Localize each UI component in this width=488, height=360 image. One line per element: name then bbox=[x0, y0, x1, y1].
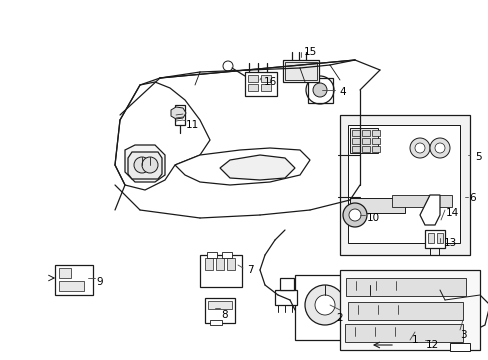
Text: 14: 14 bbox=[445, 208, 458, 218]
Bar bbox=[209, 320, 222, 325]
Bar bbox=[371, 130, 379, 136]
Polygon shape bbox=[125, 145, 164, 182]
Bar bbox=[216, 258, 224, 270]
Circle shape bbox=[305, 76, 333, 104]
Bar bbox=[349, 128, 377, 153]
Bar bbox=[427, 233, 433, 243]
Bar bbox=[261, 75, 270, 82]
Text: 15: 15 bbox=[303, 47, 316, 57]
Polygon shape bbox=[429, 290, 488, 335]
Bar bbox=[222, 252, 231, 258]
Text: 8: 8 bbox=[221, 310, 228, 320]
Bar bbox=[285, 62, 316, 80]
Polygon shape bbox=[128, 152, 162, 179]
Bar bbox=[347, 125, 459, 243]
Circle shape bbox=[342, 203, 366, 227]
Bar bbox=[244, 72, 276, 96]
Bar bbox=[247, 75, 258, 82]
Bar bbox=[200, 255, 242, 287]
Circle shape bbox=[223, 61, 232, 71]
Bar bbox=[349, 198, 404, 213]
Bar bbox=[280, 278, 293, 290]
Circle shape bbox=[359, 295, 379, 315]
Polygon shape bbox=[171, 107, 185, 119]
Bar bbox=[418, 295, 423, 315]
Bar bbox=[436, 233, 442, 243]
Bar bbox=[339, 115, 469, 255]
Polygon shape bbox=[175, 148, 309, 185]
Bar bbox=[294, 275, 429, 340]
Bar bbox=[247, 84, 258, 91]
Polygon shape bbox=[419, 195, 439, 225]
Text: 6: 6 bbox=[469, 193, 475, 203]
Circle shape bbox=[142, 157, 158, 173]
Text: 1: 1 bbox=[411, 335, 417, 345]
Bar bbox=[449, 343, 469, 351]
Circle shape bbox=[434, 143, 444, 153]
Bar bbox=[346, 278, 465, 296]
Bar bbox=[371, 138, 379, 144]
Bar bbox=[207, 301, 231, 309]
Bar bbox=[361, 146, 369, 152]
Bar bbox=[59, 268, 71, 278]
Circle shape bbox=[134, 157, 150, 173]
Bar bbox=[351, 138, 359, 144]
Circle shape bbox=[312, 83, 326, 97]
Bar bbox=[345, 324, 462, 342]
Bar bbox=[347, 302, 462, 320]
Bar bbox=[274, 290, 296, 305]
Bar bbox=[55, 265, 93, 295]
Text: 10: 10 bbox=[366, 213, 379, 223]
Bar bbox=[261, 84, 270, 91]
Bar bbox=[175, 105, 184, 125]
Text: 3: 3 bbox=[459, 330, 466, 340]
Bar bbox=[411, 295, 416, 315]
Text: 4: 4 bbox=[339, 87, 346, 97]
Bar bbox=[226, 258, 235, 270]
Circle shape bbox=[305, 285, 345, 325]
Bar bbox=[59, 281, 84, 291]
Bar bbox=[339, 270, 479, 350]
Circle shape bbox=[414, 143, 424, 153]
Circle shape bbox=[314, 295, 334, 315]
Bar bbox=[371, 146, 379, 152]
Circle shape bbox=[348, 209, 360, 221]
Text: 11: 11 bbox=[185, 120, 198, 130]
Bar bbox=[351, 146, 359, 152]
Bar bbox=[204, 298, 235, 323]
Circle shape bbox=[349, 285, 389, 325]
Circle shape bbox=[409, 138, 429, 158]
Text: 2: 2 bbox=[336, 313, 343, 323]
Polygon shape bbox=[115, 82, 209, 190]
Bar bbox=[391, 195, 451, 207]
Text: 9: 9 bbox=[97, 277, 103, 287]
Bar bbox=[206, 252, 217, 258]
Bar bbox=[204, 258, 213, 270]
Text: 16: 16 bbox=[263, 77, 276, 87]
Bar bbox=[361, 138, 369, 144]
Bar bbox=[351, 130, 359, 136]
Bar bbox=[397, 295, 402, 315]
Text: 12: 12 bbox=[425, 340, 438, 350]
Bar bbox=[361, 130, 369, 136]
Circle shape bbox=[429, 138, 449, 158]
Text: 5: 5 bbox=[474, 152, 480, 162]
Bar bbox=[283, 60, 318, 82]
Bar bbox=[404, 295, 409, 315]
Text: 7: 7 bbox=[246, 265, 253, 275]
Bar bbox=[424, 230, 444, 248]
Text: 13: 13 bbox=[443, 238, 456, 248]
Polygon shape bbox=[220, 155, 294, 180]
